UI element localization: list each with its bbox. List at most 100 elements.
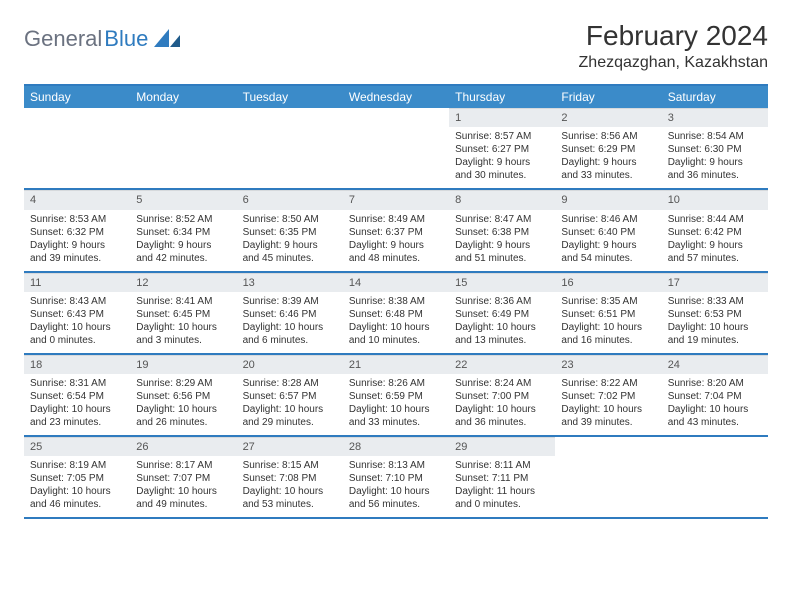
sunrise-text: Sunrise: 8:26 AM — [349, 377, 443, 390]
sunrise-text: Sunrise: 8:57 AM — [455, 130, 549, 143]
day-cell: 18Sunrise: 8:31 AMSunset: 6:54 PMDayligh… — [24, 355, 130, 435]
day-header: Sunday — [24, 86, 130, 108]
day-number: 7 — [343, 190, 449, 209]
sunset-text: Sunset: 6:45 PM — [136, 308, 230, 321]
daylight-text: Daylight: 10 hours and 49 minutes. — [136, 485, 230, 511]
sunrise-text: Sunrise: 8:47 AM — [455, 213, 549, 226]
daylight-text: Daylight: 10 hours and 10 minutes. — [349, 321, 443, 347]
daylight-text: Daylight: 10 hours and 3 minutes. — [136, 321, 230, 347]
sunset-text: Sunset: 6:53 PM — [668, 308, 762, 321]
sunset-text: Sunset: 7:10 PM — [349, 472, 443, 485]
day-header: Thursday — [449, 86, 555, 108]
daylight-text: Daylight: 11 hours and 0 minutes. — [455, 485, 549, 511]
sunset-text: Sunset: 6:48 PM — [349, 308, 443, 321]
day-body: Sunrise: 8:28 AMSunset: 6:57 PMDaylight:… — [237, 374, 343, 435]
sunset-text: Sunset: 6:35 PM — [243, 226, 337, 239]
daylight-text: Daylight: 9 hours and 33 minutes. — [561, 156, 655, 182]
daylight-text: Daylight: 10 hours and 39 minutes. — [561, 403, 655, 429]
day-body: Sunrise: 8:56 AMSunset: 6:29 PMDaylight:… — [555, 127, 661, 188]
day-number: 22 — [449, 355, 555, 374]
day-cell: . — [343, 108, 449, 188]
day-cell: 2Sunrise: 8:56 AMSunset: 6:29 PMDaylight… — [555, 108, 661, 188]
day-number: 6 — [237, 190, 343, 209]
sunrise-text: Sunrise: 8:54 AM — [668, 130, 762, 143]
daylight-text: Daylight: 10 hours and 13 minutes. — [455, 321, 549, 347]
day-number: 15 — [449, 273, 555, 292]
day-number: 20 — [237, 355, 343, 374]
sunset-text: Sunset: 6:32 PM — [30, 226, 124, 239]
daylight-text: Daylight: 9 hours and 42 minutes. — [136, 239, 230, 265]
sunset-text: Sunset: 6:27 PM — [455, 143, 549, 156]
sunrise-text: Sunrise: 8:31 AM — [30, 377, 124, 390]
daylight-text: Daylight: 10 hours and 23 minutes. — [30, 403, 124, 429]
day-cell: 10Sunrise: 8:44 AMSunset: 6:42 PMDayligh… — [662, 190, 768, 270]
day-cell: 24Sunrise: 8:20 AMSunset: 7:04 PMDayligh… — [662, 355, 768, 435]
week-row: 18Sunrise: 8:31 AMSunset: 6:54 PMDayligh… — [24, 355, 768, 437]
sunrise-text: Sunrise: 8:43 AM — [30, 295, 124, 308]
day-cell: 1Sunrise: 8:57 AMSunset: 6:27 PMDaylight… — [449, 108, 555, 188]
day-header: Saturday — [662, 86, 768, 108]
sunrise-text: Sunrise: 8:44 AM — [668, 213, 762, 226]
day-cell: 27Sunrise: 8:15 AMSunset: 7:08 PMDayligh… — [237, 437, 343, 517]
day-cell: 6Sunrise: 8:50 AMSunset: 6:35 PMDaylight… — [237, 190, 343, 270]
day-number: 5 — [130, 190, 236, 209]
sunset-text: Sunset: 6:43 PM — [30, 308, 124, 321]
sunrise-text: Sunrise: 8:33 AM — [668, 295, 762, 308]
day-number: 12 — [130, 273, 236, 292]
sunrise-text: Sunrise: 8:24 AM — [455, 377, 549, 390]
title-block: February 2024 Zhezqazghan, Kazakhstan — [579, 20, 768, 72]
day-cell: 3Sunrise: 8:54 AMSunset: 6:30 PMDaylight… — [662, 108, 768, 188]
sunrise-text: Sunrise: 8:39 AM — [243, 295, 337, 308]
sunrise-text: Sunrise: 8:53 AM — [30, 213, 124, 226]
location: Zhezqazghan, Kazakhstan — [579, 54, 768, 72]
day-body: Sunrise: 8:22 AMSunset: 7:02 PMDaylight:… — [555, 374, 661, 435]
day-number: 29 — [449, 437, 555, 456]
day-cell: 9Sunrise: 8:46 AMSunset: 6:40 PMDaylight… — [555, 190, 661, 270]
sunrise-text: Sunrise: 8:41 AM — [136, 295, 230, 308]
day-number: 26 — [130, 437, 236, 456]
day-body: Sunrise: 8:41 AMSunset: 6:45 PMDaylight:… — [130, 292, 236, 353]
sunset-text: Sunset: 6:40 PM — [561, 226, 655, 239]
daylight-text: Daylight: 10 hours and 46 minutes. — [30, 485, 124, 511]
day-body: Sunrise: 8:13 AMSunset: 7:10 PMDaylight:… — [343, 456, 449, 517]
day-body: Sunrise: 8:39 AMSunset: 6:46 PMDaylight:… — [237, 292, 343, 353]
day-body: Sunrise: 8:19 AMSunset: 7:05 PMDaylight:… — [24, 456, 130, 517]
daylight-text: Daylight: 9 hours and 39 minutes. — [30, 239, 124, 265]
sunset-text: Sunset: 6:57 PM — [243, 390, 337, 403]
day-cell: 25Sunrise: 8:19 AMSunset: 7:05 PMDayligh… — [24, 437, 130, 517]
sunset-text: Sunset: 6:49 PM — [455, 308, 549, 321]
logo-text-blue: Blue — [104, 26, 148, 52]
sunset-text: Sunset: 6:38 PM — [455, 226, 549, 239]
daylight-text: Daylight: 9 hours and 51 minutes. — [455, 239, 549, 265]
day-number: 10 — [662, 190, 768, 209]
day-body: Sunrise: 8:54 AMSunset: 6:30 PMDaylight:… — [662, 127, 768, 188]
daylight-text: Daylight: 10 hours and 0 minutes. — [30, 321, 124, 347]
sunset-text: Sunset: 6:29 PM — [561, 143, 655, 156]
day-body: Sunrise: 8:17 AMSunset: 7:07 PMDaylight:… — [130, 456, 236, 517]
day-body: Sunrise: 8:57 AMSunset: 6:27 PMDaylight:… — [449, 127, 555, 188]
day-header-row: SundayMondayTuesdayWednesdayThursdayFrid… — [24, 86, 768, 108]
daylight-text: Daylight: 10 hours and 33 minutes. — [349, 403, 443, 429]
sunrise-text: Sunrise: 8:28 AM — [243, 377, 337, 390]
day-cell: 5Sunrise: 8:52 AMSunset: 6:34 PMDaylight… — [130, 190, 236, 270]
week-row: 25Sunrise: 8:19 AMSunset: 7:05 PMDayligh… — [24, 437, 768, 519]
day-body: Sunrise: 8:46 AMSunset: 6:40 PMDaylight:… — [555, 210, 661, 271]
day-body: Sunrise: 8:36 AMSunset: 6:49 PMDaylight:… — [449, 292, 555, 353]
day-body: Sunrise: 8:38 AMSunset: 6:48 PMDaylight:… — [343, 292, 449, 353]
daylight-text: Daylight: 9 hours and 57 minutes. — [668, 239, 762, 265]
sunrise-text: Sunrise: 8:46 AM — [561, 213, 655, 226]
logo-text-general: General — [24, 26, 102, 52]
daylight-text: Daylight: 10 hours and 26 minutes. — [136, 403, 230, 429]
sunset-text: Sunset: 7:07 PM — [136, 472, 230, 485]
sunset-text: Sunset: 7:02 PM — [561, 390, 655, 403]
daylight-text: Daylight: 10 hours and 36 minutes. — [455, 403, 549, 429]
day-number: 19 — [130, 355, 236, 374]
sunset-text: Sunset: 7:04 PM — [668, 390, 762, 403]
month-title: February 2024 — [579, 20, 768, 52]
day-body: Sunrise: 8:24 AMSunset: 7:00 PMDaylight:… — [449, 374, 555, 435]
day-number: 18 — [24, 355, 130, 374]
sunset-text: Sunset: 6:30 PM — [668, 143, 762, 156]
day-number: 21 — [343, 355, 449, 374]
week-row: 11Sunrise: 8:43 AMSunset: 6:43 PMDayligh… — [24, 273, 768, 355]
day-body: Sunrise: 8:11 AMSunset: 7:11 PMDaylight:… — [449, 456, 555, 517]
